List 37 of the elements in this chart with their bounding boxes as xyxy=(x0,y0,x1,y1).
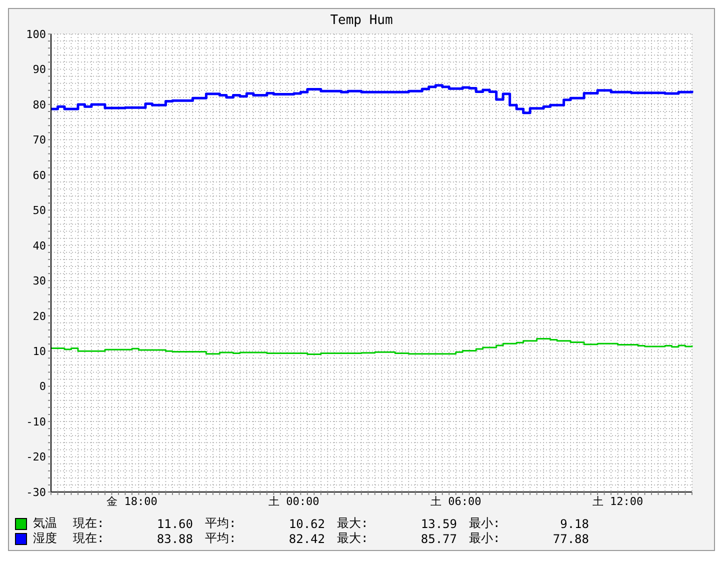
y-tick-label: 40 xyxy=(32,239,46,252)
text: 平均: xyxy=(205,515,238,532)
y-tick-label: -20 xyxy=(26,450,46,464)
y-tick-label: 50 xyxy=(32,204,46,218)
y-tick-label: 60 xyxy=(32,168,46,182)
text: 13.59 xyxy=(420,516,457,530)
y-tick-label: -30 xyxy=(26,486,46,499)
y-tick-label: 10 xyxy=(32,344,46,358)
text: 最小: xyxy=(469,515,502,532)
x-tick-label: 土 00:00 xyxy=(268,494,320,508)
text: 83.88 xyxy=(156,532,193,546)
text: 82.42 xyxy=(288,532,325,546)
y-tick-label: 30 xyxy=(32,274,46,288)
text: 9.18 xyxy=(559,516,589,530)
y-tick-label: 70 xyxy=(32,134,46,147)
legend-label: 気温 xyxy=(33,515,58,532)
text: 85.77 xyxy=(420,532,457,546)
y-tick-label: 90 xyxy=(32,63,46,76)
y-tick-label: -10 xyxy=(26,415,46,428)
text: 11.60 xyxy=(156,516,193,530)
chart-title: Temp Hum xyxy=(329,12,394,28)
text: 最大: xyxy=(337,530,370,547)
y-tick-label: 100 xyxy=(26,28,46,41)
text: 平均: xyxy=(205,530,238,547)
legend-label: 湿度 xyxy=(33,530,58,547)
x-tick-label: 土 12:00 xyxy=(592,494,644,508)
text: 現在: xyxy=(73,530,106,547)
text: 77.88 xyxy=(552,532,589,546)
text: 現在: xyxy=(73,515,106,532)
x-tick-label: 土 06:00 xyxy=(430,494,482,508)
y-tick-label: 80 xyxy=(32,98,46,112)
y-tick-label: 0 xyxy=(39,380,46,394)
text: 最大: xyxy=(337,515,370,532)
y-tick-label: 20 xyxy=(32,310,46,323)
text: 最小: xyxy=(469,530,502,547)
text: 10.62 xyxy=(288,516,325,530)
x-tick-label: 金 18:00 xyxy=(106,494,158,508)
